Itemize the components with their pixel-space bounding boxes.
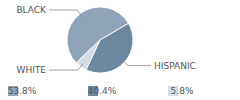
svg-text:HISPANIC: HISPANIC — [154, 61, 196, 71]
svg-text:40.4%: 40.4% — [88, 86, 117, 96]
svg-text:WHITE: WHITE — [16, 65, 46, 75]
svg-text:5.8%: 5.8% — [171, 86, 194, 96]
svg-text:53.8%: 53.8% — [8, 86, 37, 96]
svg-text:BLACK: BLACK — [16, 5, 47, 15]
